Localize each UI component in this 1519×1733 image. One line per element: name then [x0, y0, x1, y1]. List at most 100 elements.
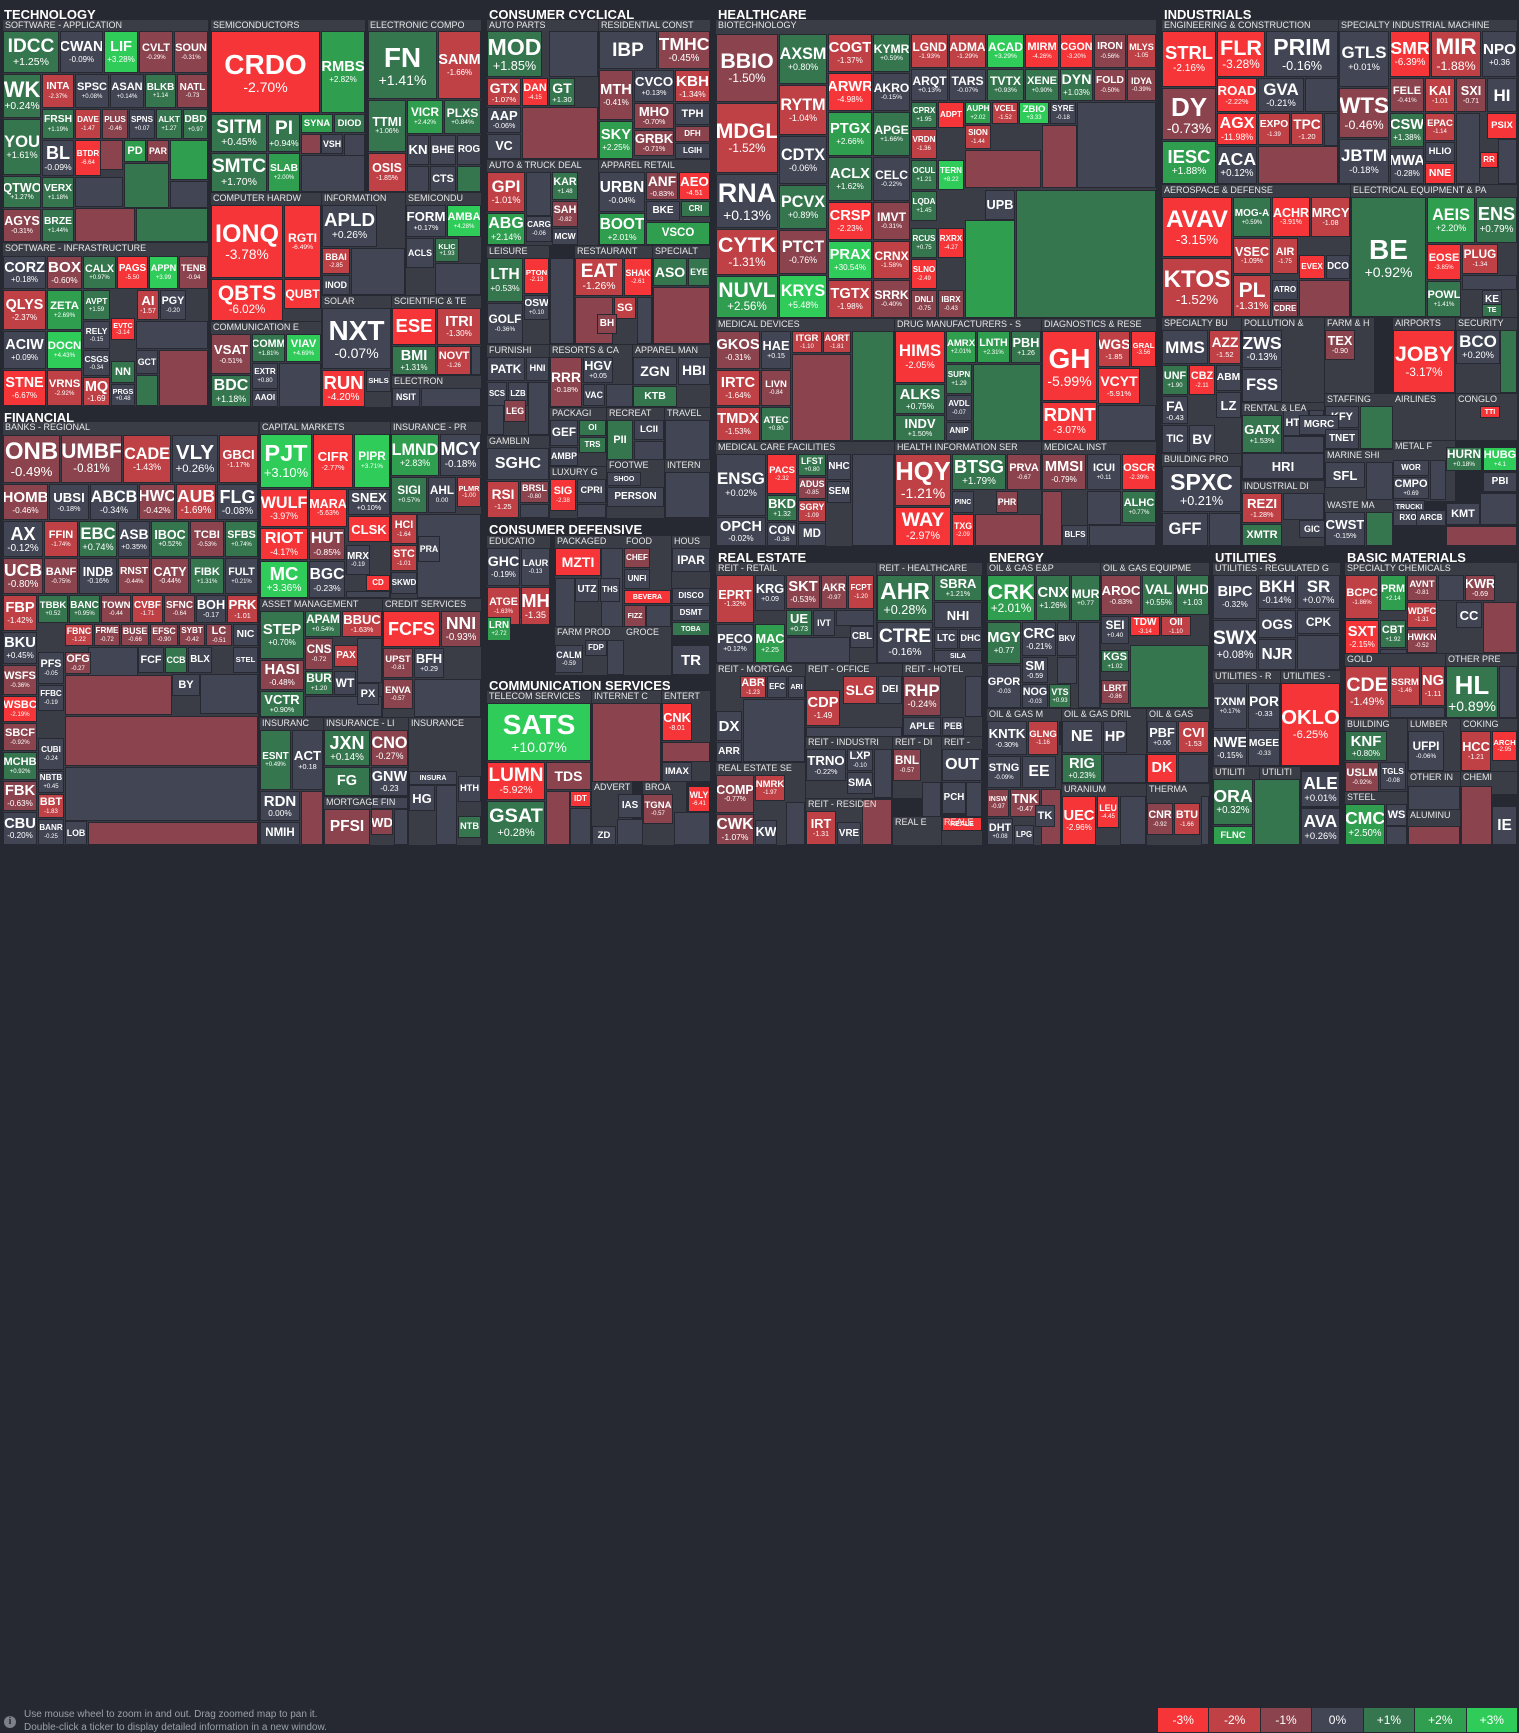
ticker-tile-csw[interactable]: CSW +1.38%: [1390, 113, 1424, 147]
small-tile[interactable]: [852, 331, 894, 441]
ticker-tile-vsh[interactable]: VSH: [321, 134, 343, 154]
ticker-tile-stng[interactable]: STNG -0.09%: [987, 756, 1021, 788]
ticker-tile-sgry[interactable]: SGRY -1.09: [798, 500, 826, 522]
ticker-tile-ng[interactable]: NG -1.11: [1421, 666, 1445, 706]
ticker-tile-plus[interactable]: PLUS -0.46: [102, 109, 128, 139]
ticker-tile-mc[interactable]: MC +3.36%: [260, 561, 308, 598]
ticker-tile-bco[interactable]: BCO +0.20%: [1456, 330, 1500, 364]
ticker-tile-reale[interactable]: REALE: [942, 817, 982, 831]
ticker-tile-mh[interactable]: MH -1.35: [521, 587, 550, 625]
ticker-tile-by[interactable]: BY: [172, 674, 200, 696]
ticker-tile-pacs[interactable]: PACS -2.32: [767, 454, 797, 494]
ticker-tile-pjt[interactable]: PJT +3.10%: [260, 434, 312, 488]
ticker-tile-aple[interactable]: APLE: [903, 717, 941, 736]
ticker-tile-xene[interactable]: XENE +0.90%: [1025, 69, 1059, 101]
ticker-tile-alkt[interactable]: ALKT +1.27: [156, 109, 182, 139]
ticker-tile-sem[interactable]: SEM: [827, 481, 851, 503]
ticker-tile-ne[interactable]: NE: [1062, 721, 1102, 753]
ticker-tile-cade[interactable]: CADE -1.43%: [123, 435, 171, 483]
ticker-tile-banf[interactable]: BANF -0.75%: [44, 558, 78, 594]
ticker-tile-tpc[interactable]: TPC -1.20: [1291, 113, 1323, 145]
ticker-tile-sig[interactable]: SIG -2.38: [550, 479, 576, 511]
ticker-tile-hwkn[interactable]: HWKN -0.52: [1407, 629, 1437, 653]
ticker-tile-fn[interactable]: FN +1.41%: [368, 31, 437, 99]
ticker-tile-ese[interactable]: ESE: [392, 308, 436, 345]
ticker-tile-idt[interactable]: IDT: [570, 791, 591, 807]
small-tile[interactable]: [394, 809, 408, 845]
ticker-tile-tds[interactable]: TDS: [546, 762, 591, 790]
ticker-tile-dan[interactable]: DAN -4.15: [522, 78, 548, 106]
small-tile[interactable]: [1283, 493, 1324, 520]
ticker-tile-dy[interactable]: DY -0.73%: [1162, 88, 1216, 140]
ticker-tile-sion[interactable]: SION -1.44: [965, 125, 991, 149]
ticker-tile-uslm[interactable]: USLM -0.92%: [1345, 762, 1379, 792]
ticker-tile-cwk[interactable]: CWK -1.07%: [716, 814, 754, 845]
ticker-tile-slab[interactable]: SLAB +2.00%: [268, 153, 300, 192]
ticker-tile-sats[interactable]: SATS +10.07%: [487, 703, 591, 761]
ticker-tile-hims[interactable]: HIMS -2.05%: [895, 331, 945, 383]
ticker-tile-calx[interactable]: CALX +0.97%: [83, 256, 116, 289]
ticker-tile-itri[interactable]: ITRI -1.30%: [437, 308, 481, 345]
ticker-tile-csgs[interactable]: CSGS -0.34: [83, 350, 110, 376]
ticker-tile-wdfc[interactable]: WDFC -1.31: [1407, 602, 1437, 628]
ticker-tile-kbh[interactable]: KBH -1.34%: [675, 70, 710, 102]
ticker-tile-leu[interactable]: LEU -4.45: [1097, 796, 1119, 828]
ticker-tile-xmtr[interactable]: XMTR: [1242, 524, 1282, 546]
ticker-tile-kwr[interactable]: KWR -0.69: [1465, 575, 1495, 601]
ticker-tile-ccb[interactable]: CCB: [165, 647, 187, 673]
ticker-tile-slg[interactable]: SLG: [843, 676, 877, 704]
ticker-tile-peb[interactable]: PEB: [942, 717, 964, 736]
ticker-tile-prgs[interactable]: PRGS +0.48: [111, 384, 135, 406]
ticker-tile-step[interactable]: STEP +0.70%: [260, 611, 304, 659]
ticker-tile-lcii[interactable]: LCII: [634, 420, 664, 440]
small-tile[interactable]: [786, 637, 850, 663]
ticker-tile-cogt[interactable]: COGT -1.37%: [828, 34, 872, 72]
ticker-tile-vsec[interactable]: VSEC -1.09%: [1233, 238, 1271, 274]
ticker-tile-ebc[interactable]: EBC +0.74%: [79, 521, 117, 557]
ticker-tile-wulf[interactable]: WULF -3.97%: [260, 489, 308, 527]
small-tile[interactable]: [522, 107, 598, 159]
ticker-tile-bkd[interactable]: BKD +1.32: [767, 495, 797, 521]
small-tile[interactable]: [1498, 139, 1517, 184]
ticker-tile-fibk[interactable]: FIBK +1.31%: [190, 558, 224, 594]
ticker-tile-spns[interactable]: SPNS +0.07: [129, 109, 155, 139]
ticker-tile-fss[interactable]: FSS: [1242, 369, 1282, 402]
ticker-tile-icui[interactable]: ICUI +0.11: [1087, 454, 1121, 490]
ticker-tile-inod[interactable]: INOD: [322, 275, 350, 295]
ticker-tile-ens[interactable]: ENS +0.79%: [1476, 197, 1517, 243]
ticker-tile-ltc[interactable]: LTC: [934, 629, 958, 649]
ticker-tile-idcc[interactable]: IDCC +1.25%: [3, 31, 59, 73]
ticker-tile-snex[interactable]: SNEX +0.10%: [348, 489, 390, 515]
small-tile[interactable]: [435, 263, 481, 295]
ticker-tile-rr[interactable]: RR: [1480, 152, 1498, 168]
ticker-tile-dsmt[interactable]: DSMT: [672, 605, 710, 621]
ticker-tile-wk[interactable]: WK +0.24%: [3, 74, 41, 118]
ticker-tile-flg[interactable]: FLG -0.08%: [217, 484, 258, 520]
ticker-tile-qtwo[interactable]: QTWO +1.27%: [3, 176, 41, 208]
small-tile[interactable]: [792, 354, 851, 441]
ticker-tile-fbnc[interactable]: FBNC -1.22: [65, 624, 93, 646]
small-tile[interactable]: [1120, 796, 1146, 845]
small-tile[interactable]: [407, 166, 429, 192]
ticker-tile-fcfs[interactable]: FCFS: [383, 611, 440, 647]
ticker-tile-wly[interactable]: WLY -6.41: [688, 786, 710, 812]
ticker-tile-zgn[interactable]: ZGN: [633, 357, 677, 385]
ticker-tile-sila[interactable]: SILA: [934, 650, 982, 663]
ticker-tile-insura[interactable]: INSURA: [409, 771, 457, 785]
ticker-tile-rnst[interactable]: RNST -0.44%: [118, 558, 150, 594]
ticker-tile-ahl[interactable]: AHL 0.00: [428, 477, 456, 513]
ticker-tile-cprx[interactable]: CPRX +1.95: [911, 102, 937, 128]
small-tile[interactable]: [414, 679, 481, 717]
ticker-tile-sbra[interactable]: SBRA +1.21%: [934, 575, 982, 601]
ticker-tile-dnli[interactable]: DNLI -0.75: [911, 290, 937, 318]
ticker-tile-sfnc[interactable]: SFNC -0.64: [164, 595, 195, 623]
ticker-tile-cmc[interactable]: CMC +2.50%: [1345, 804, 1385, 845]
ticker-tile-bhe[interactable]: BHE: [430, 135, 456, 165]
ticker-tile-box[interactable]: BOX -0.60%: [47, 256, 82, 289]
ticker-tile-asb[interactable]: ASB +0.35%: [118, 521, 150, 557]
ticker-tile-mcw[interactable]: MCW: [552, 228, 578, 245]
ticker-tile-stne[interactable]: STNE -6.67%: [3, 370, 46, 406]
ticker-tile-sei[interactable]: SEI +0.40: [1101, 616, 1129, 644]
ticker-tile-soun[interactable]: SOUN -0.31%: [174, 31, 208, 73]
ticker-tile-rezi[interactable]: REZI -1.28%: [1242, 493, 1282, 523]
